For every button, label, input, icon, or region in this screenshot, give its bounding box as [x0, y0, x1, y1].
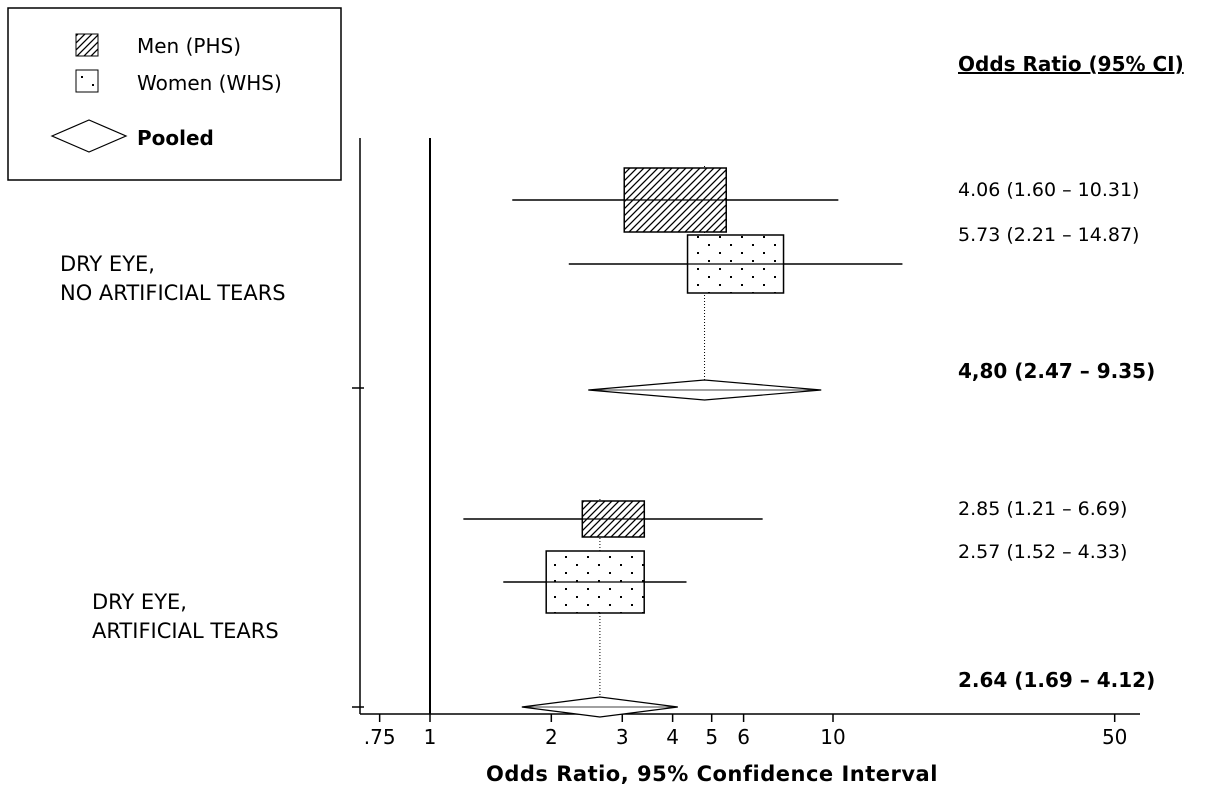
- legend-hatched-swatch: [75, 33, 99, 57]
- legend-diamond-symbol: [50, 119, 128, 153]
- legend-frame: [7, 7, 342, 181]
- legend-label-women: Women (WHS): [137, 71, 282, 95]
- x-tick-label: 5: [705, 725, 718, 749]
- ci-column-header: Odds Ratio (95% CI): [958, 52, 1184, 76]
- group-label-line1: DRY EYE,: [92, 590, 187, 614]
- x-tick-label: 4: [666, 725, 679, 749]
- x-tick-label: 3: [616, 725, 629, 749]
- ci-text-men-group1: 4.06 (1.60 – 10.31): [958, 179, 1140, 201]
- x-tick-label: 6: [737, 725, 750, 749]
- group-label-line1: DRY EYE,: [60, 252, 155, 276]
- legend-label-pooled: Pooled: [137, 126, 214, 150]
- legend-dotted-swatch: [75, 69, 99, 93]
- x-tick-label: 10: [820, 725, 845, 749]
- x-axis-title: Odds Ratio, 95% Confidence Interval: [486, 762, 938, 786]
- ci-text-men-group2: 2.85 (1.21 – 6.69): [958, 498, 1128, 520]
- forest-marks: [463, 166, 903, 718]
- ci-text-women-group2: 2.57 (1.52 – 4.33): [958, 541, 1128, 563]
- x-tick-label: .75: [364, 725, 396, 749]
- ci-text-pooled-group1: 4,80 (2.47 – 9.35): [958, 359, 1156, 383]
- ci-text-pooled-group2: 2.64 (1.69 – 4.12): [958, 668, 1156, 692]
- x-tick-label: 1: [424, 725, 437, 749]
- ci-text-women-group1: 5.73 (2.21 – 14.87): [958, 224, 1140, 246]
- x-tick-label: 50: [1102, 725, 1127, 749]
- legend-label-men: Men (PHS): [137, 34, 241, 58]
- legend: Men (PHS) Women (WHS) Pooled: [7, 7, 342, 181]
- group-label-line2: NO ARTIFICIAL TEARS: [60, 281, 286, 305]
- x-axis-ticks: .75 1 2 3 4 5 6 10 50: [364, 714, 1127, 749]
- group-label-tears: DRY EYE, ARTIFICIAL TEARS: [92, 588, 279, 646]
- group-label-no-tears: DRY EYE, NO ARTIFICIAL TEARS: [60, 250, 286, 308]
- x-tick-label: 2: [545, 725, 558, 749]
- group-label-line2: ARTIFICIAL TEARS: [92, 619, 279, 643]
